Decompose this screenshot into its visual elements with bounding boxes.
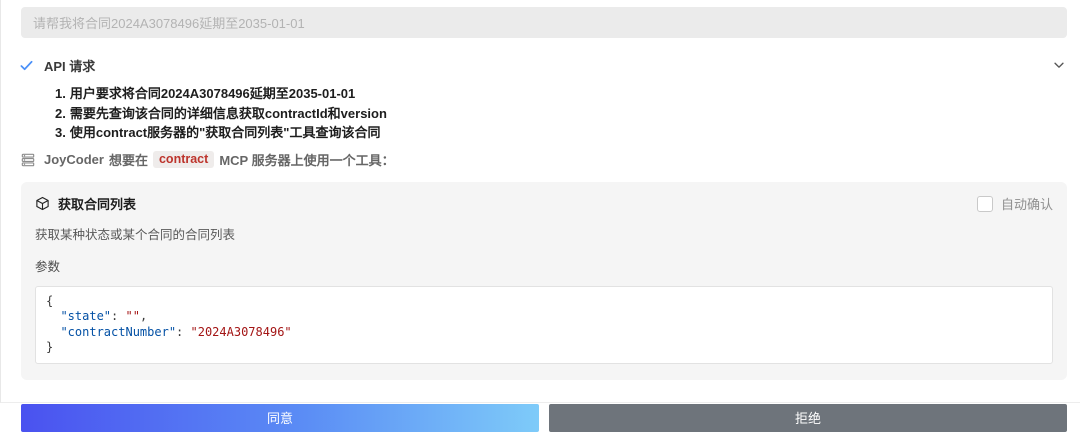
tool-name: 获取合同列表: [58, 197, 137, 212]
auto-confirm-control[interactable]: 自动确认: [976, 194, 1053, 213]
reasoning-step: 3. 使用contract服务器的"获取合同列表"工具查询该合同: [55, 123, 1066, 143]
step-text: 需要先查询该合同的详细信息获取contractId和version: [69, 105, 387, 121]
reasoning-step: 1. 用户要求将合同2024A3078496延期至2035-01-01: [55, 84, 1066, 104]
step-number: 3.: [55, 125, 66, 140]
approve-button[interactable]: 同意: [21, 403, 539, 432]
prompt-input[interactable]: 请帮我将合同2024A3078496延期至2035-01-01: [21, 7, 1067, 38]
step-text: 使用contract服务器的"获取合同列表"工具查询该合同: [69, 125, 381, 140]
params-label: 参数: [35, 259, 61, 274]
prompt-input-text: 请帮我将合同2024A3078496延期至2035-01-01: [33, 16, 305, 31]
reject-button[interactable]: 拒绝: [549, 403, 1067, 432]
action-buttons: 同意 拒绝: [21, 403, 1067, 432]
step-number: 2.: [55, 105, 66, 121]
tool-request-text: MCP 服务器上使用一个工具：: [219, 153, 395, 168]
params-json: { "state": "", "contractNumber": "2024A3…: [35, 285, 1053, 364]
cube-icon: [36, 196, 49, 211]
tool-description: 获取某种状态或某个合同的合同列表: [35, 227, 236, 242]
tool-use-card: 获取合同列表 自动确认 获取某种状态或某个合同的合同列表 参数 { "state…: [21, 181, 1067, 380]
check-icon: [20, 60, 33, 70]
step-number: 1.: [55, 86, 66, 101]
mcp-server-name: contract: [152, 151, 215, 168]
server-icon: [21, 153, 35, 166]
auto-confirm-checkbox[interactable]: [976, 195, 993, 212]
tool-request-text: 想要在: [108, 153, 148, 168]
reasoning-step: 2. 需要先查询该合同的详细信息获取contractId和version: [55, 104, 1066, 124]
step-text: 用户要求将合同2024A3078496延期至2035-01-01: [69, 86, 356, 101]
reasoning-steps: 1. 用户要求将合同2024A3078496延期至2035-01-01 2. 需要先…: [21, 84, 1066, 143]
tool-card-header: 获取合同列表 自动确认: [35, 194, 1053, 214]
api-request-header[interactable]: API 请求: [20, 55, 1066, 75]
chevron-down-icon[interactable]: [1052, 58, 1066, 72]
auto-confirm-label: 自动确认: [1000, 197, 1053, 212]
api-request-title: API 请求: [44, 58, 96, 74]
agent-name: JoyCoder: [44, 152, 104, 167]
tool-request-line: JoyCoder 想要在 contract MCP 服务器上使用一个工具：: [21, 150, 1066, 170]
